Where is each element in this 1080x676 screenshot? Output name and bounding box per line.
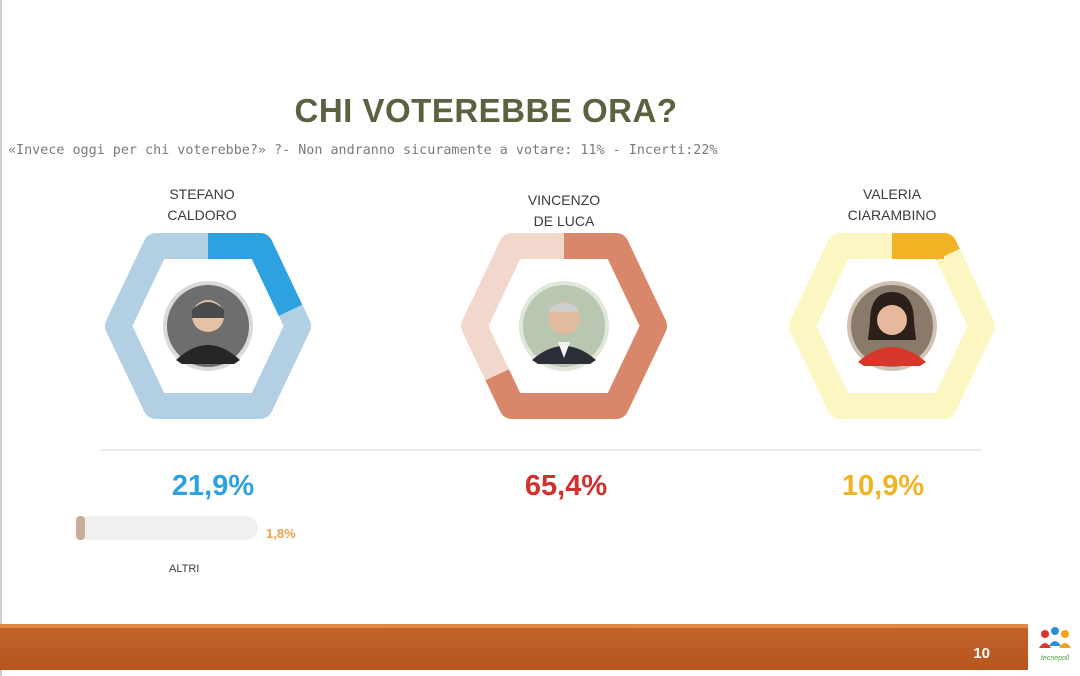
candidate-name-line2: DE LUCA <box>533 213 595 229</box>
slide-title: CHI VOTEREBBE ORA? <box>294 92 678 129</box>
divider-line <box>100 449 982 451</box>
candidate-name-line1: STEFANO <box>169 186 235 202</box>
candidate-name-deluca: VINCENZO DE LUCA <box>464 190 664 232</box>
hexagon-ring-value <box>208 233 303 316</box>
hexagon-ring-value <box>892 233 960 260</box>
percentage-label-ciarambino: 10,9% <box>841 470 925 502</box>
candidate-photo <box>519 281 609 371</box>
candidate-name-line1: VINCENZO <box>527 192 601 208</box>
candidate-photo <box>163 281 253 371</box>
footer-bar: 10 <box>0 624 1028 670</box>
percentage-label-deluca: 65,4% <box>524 470 608 502</box>
candidate-name-line1: VALERIA <box>862 186 922 202</box>
others-value-label: 1,8% <box>266 526 296 541</box>
others-bar-track <box>76 516 258 540</box>
candidate-name-ciarambino: VALERIA CIARAMBINO <box>792 184 992 226</box>
left-edge-line <box>0 0 2 676</box>
others-bar-fill <box>76 516 85 540</box>
candidate-photo <box>847 281 937 371</box>
page-number: 10 <box>973 645 990 662</box>
percentage-label-caldoro: 21,9% <box>171 470 255 502</box>
candidate-hexagon-chart-caldoro <box>105 233 311 419</box>
tecnepoll-logo <box>1039 627 1071 648</box>
candidate-name-line2: CALDORO <box>167 207 237 223</box>
hexagon-ring-value <box>485 233 667 419</box>
others-label: ALTRI <box>169 563 200 575</box>
logo-text: tecnepoll <box>1040 655 1070 662</box>
candidate-hexagon-chart-ciarambino <box>789 233 995 419</box>
candidate-name-line2: CIARAMBINO <box>847 207 937 223</box>
candidate-hexagon-chart-deluca <box>461 233 667 419</box>
slide-subtitle: «Invece oggi per chi voterebbe?» ?- Non … <box>8 143 718 158</box>
candidate-name-caldoro: STEFANO CALDORO <box>102 184 302 226</box>
